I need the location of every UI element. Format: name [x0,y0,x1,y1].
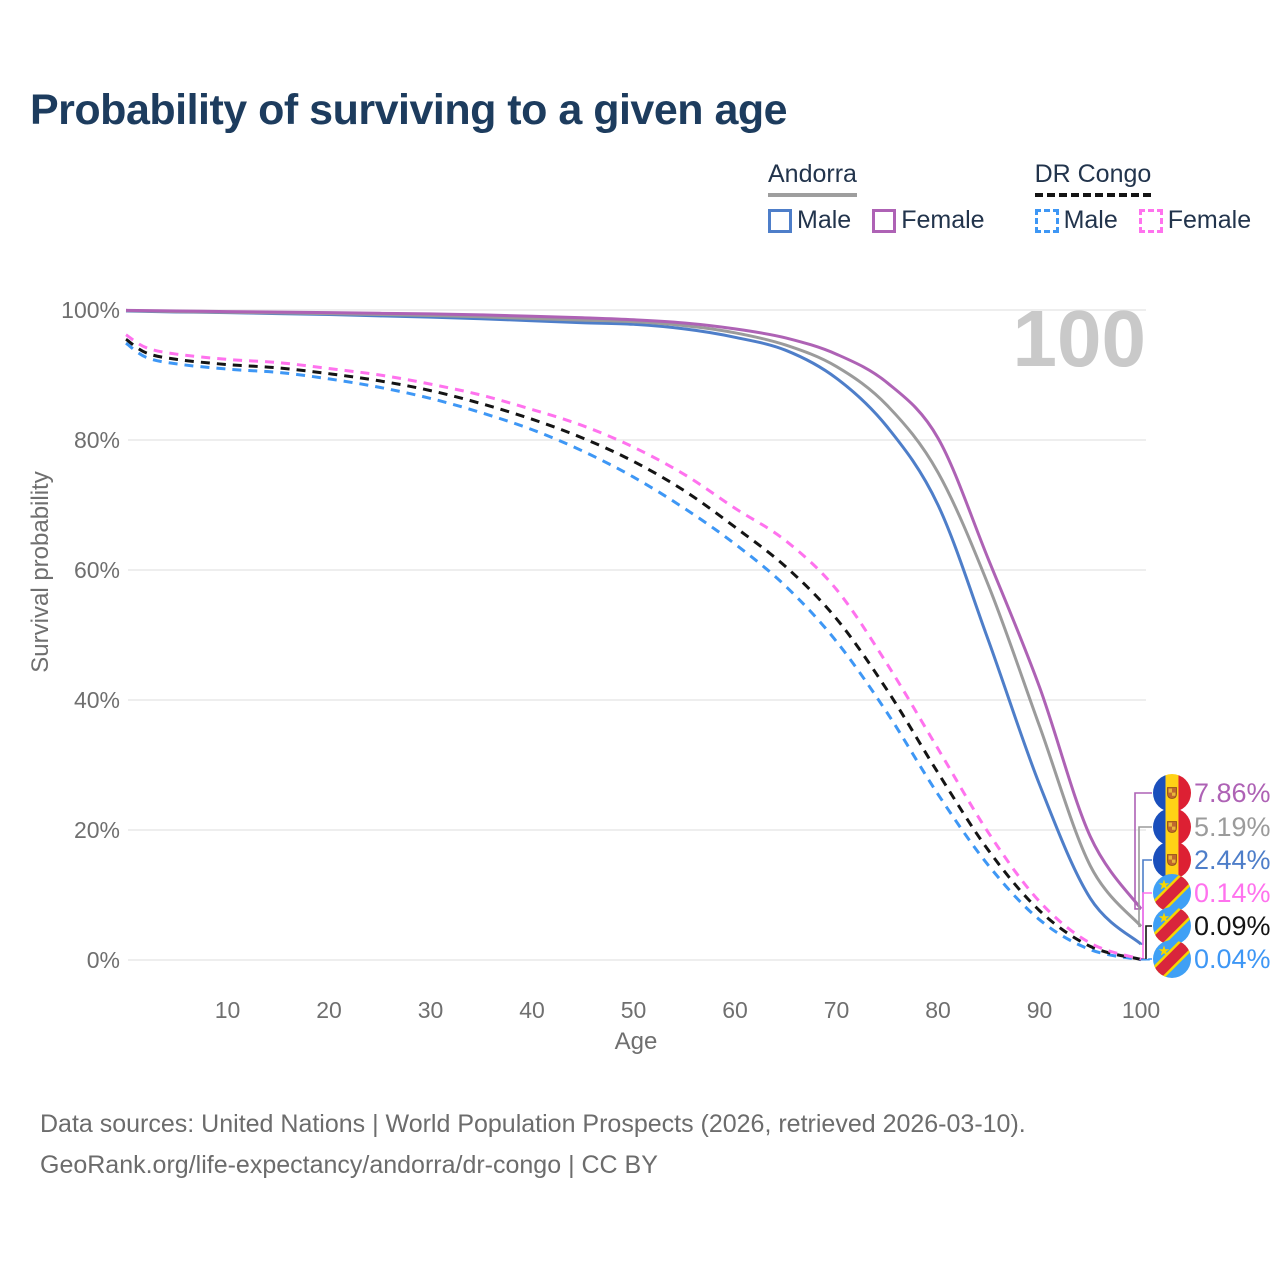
legend-label-andorra-female: Female [901,206,985,234]
end-label-dr-congo-male: 0.04% [1194,944,1271,974]
series-line-dr-congo-combined [125,338,1142,961]
legend-group-title-dr-congo: DR Congo [1034,160,1152,197]
footer: Data sources: United Nations | World Pop… [40,1104,1026,1186]
series-line-dr-congo-male [125,341,1142,962]
andorra-flag-icon [1153,774,1191,812]
legend-group-title-andorra: Andorra [768,160,857,197]
footer-attribution: GeoRank.org/life-expectancy/andorra/dr-c… [40,1151,658,1179]
x-tick-label-40: 40 [519,997,545,1023]
footer-data-sources: Data sources: United Nations | World Pop… [40,1110,1026,1138]
end-label-connector-andorra-female [1134,792,1152,910]
legend-swatch-dr-congo-female-icon [1138,208,1163,233]
x-tick-label-10: 10 [215,997,241,1023]
end-label-connector-dr-congo-male [1141,958,1152,961]
y-tick-label-60: 60% [74,557,120,583]
series-line-andorra-female [125,308,1143,910]
end-label-andorra-male: 2.44% [1194,845,1271,875]
legend-label-dr-congo-male: Male [1063,206,1118,234]
legend-label-dr-congo-female: Female [1167,206,1252,234]
x-tick-label-80: 80 [925,997,951,1023]
page-title: Probability of surviving to a given age [30,86,788,134]
age-counter-watermark: 100 [1013,294,1146,383]
x-axis-title: Age [615,1028,658,1055]
end-label-andorra-female: 7.86% [1194,778,1271,808]
y-tick-label-20: 20% [74,817,120,843]
end-label-dr-congo-female: 0.14% [1194,878,1271,908]
andorra-flag-icon [1153,808,1191,846]
legend-swatch-andorra-female-icon [872,208,897,233]
y-tick-label-100: 100% [61,297,120,323]
end-label-andorra-combined: 5.19% [1194,812,1271,842]
x-tick-label-70: 70 [824,997,850,1023]
legend-swatch-andorra-male-icon [768,208,792,233]
x-tick-label-60: 60 [722,997,748,1023]
x-tick-label-100: 100 [1122,997,1160,1023]
x-tick-label-90: 90 [1027,997,1053,1023]
legend: Andorra Male Female DR Congo Male Female [768,160,1251,235]
x-tick-label-30: 30 [418,997,444,1023]
end-label-connector-andorra-combined [1138,826,1152,928]
y-tick-label-0: 0% [87,947,120,973]
legend-group-andorra: Andorra Male Female [768,160,985,235]
legend-swatch-dr-congo-male-icon [1034,208,1059,233]
y-tick-label-80: 80% [74,427,120,453]
legend-label-andorra-male: Male [797,206,852,234]
x-tick-label-50: 50 [621,997,647,1023]
x-tick-label-20: 20 [316,997,342,1023]
end-label-dr-congo-combined: 0.09% [1194,911,1271,941]
andorra-flag-icon [1153,841,1191,879]
legend-group-dr-congo: DR Congo Male Female [1034,160,1252,235]
y-tick-label-40: 40% [74,687,120,713]
y-axis-title: Survival probability [27,471,54,672]
